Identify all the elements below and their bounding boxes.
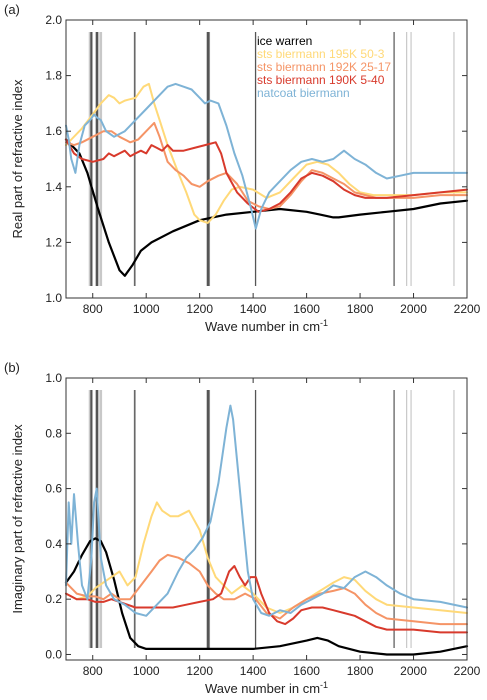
- y-axis-label: Imaginary part of refractive index: [10, 424, 25, 614]
- x-tick-label: 1200: [186, 664, 213, 678]
- absorption-band: [410, 390, 412, 648]
- plot-frame: [65, 19, 468, 299]
- absorption-band: [206, 32, 210, 286]
- absorption-band: [255, 390, 257, 648]
- x-tick-label: 2000: [400, 664, 427, 678]
- series-line-sts-biermann-195k-50-3: [65, 501, 468, 614]
- x-axis-label: Wave number in cm-1: [205, 318, 328, 334]
- x-tick-label: 1600: [293, 302, 320, 316]
- x-tick-label: 800: [83, 302, 103, 316]
- y-tick-label: 1.2: [45, 235, 62, 249]
- y-tick-label: 0.6: [45, 482, 62, 496]
- absorption-band: [393, 390, 395, 648]
- absorption-band: [255, 32, 257, 286]
- y-tick-label: 0.2: [45, 592, 62, 606]
- y-axis-label: Real part of refractive index: [10, 79, 25, 238]
- y-tick-label: 0.0: [45, 647, 62, 661]
- y-tick-label: 1.0: [45, 371, 62, 385]
- series-line-sts-biermann-195k-50-3: [65, 82, 468, 224]
- absorption-band: [134, 390, 136, 648]
- absorption-band: [206, 390, 210, 648]
- x-tick-label: 1000: [133, 664, 160, 678]
- absorption-band: [134, 32, 136, 286]
- absorption-band: [90, 390, 93, 648]
- x-axis-label: Wave number in cm-1: [205, 680, 328, 696]
- absorption-band: [95, 32, 99, 286]
- series-line-sts-biermann-192k-25-17: [65, 121, 468, 210]
- absorption-band: [453, 32, 455, 286]
- series-line-natcoat-biermann: [65, 404, 468, 617]
- absorption-band: [393, 32, 395, 286]
- absorption-band: [453, 390, 455, 648]
- series-line-sts-biermann-192k-25-17: [65, 553, 468, 626]
- y-tick-label: 0.8: [45, 426, 62, 440]
- absorption-band: [410, 32, 412, 286]
- x-tick-label: 1400: [240, 664, 267, 678]
- panel-label: (b): [4, 360, 20, 375]
- y-tick-label: 1.6: [45, 124, 62, 138]
- series-line-natcoat-biermann: [65, 82, 468, 230]
- y-tick-label: 1.4: [45, 180, 62, 194]
- x-tick-label: 1800: [347, 302, 374, 316]
- absorption-band: [406, 390, 408, 648]
- legend-entry: ice warren: [257, 34, 312, 48]
- y-tick-label: 1.0: [45, 291, 62, 305]
- absorption-band: [99, 390, 103, 648]
- legend-entry: natcoat biermann: [257, 86, 350, 100]
- panel-label: (a): [4, 2, 20, 17]
- y-tick-label: 1.8: [45, 69, 62, 83]
- y-tick-label: 2.0: [45, 13, 62, 27]
- legend-entry: sts biermann 190K 5-40: [257, 73, 385, 87]
- x-tick-label: 1800: [347, 664, 374, 678]
- x-tick-label: 2200: [454, 664, 481, 678]
- x-tick-label: 1600: [293, 664, 320, 678]
- x-tick-label: 1000: [133, 302, 160, 316]
- x-tick-label: 1400: [240, 302, 267, 316]
- absorption-band: [90, 32, 93, 286]
- legend-entry: sts biermann 192K 25-17: [257, 60, 391, 74]
- chart-panel-b: 800 1000 1200 1400 1600 1800 2000 2200 0.0 0.2 0.4…: [4, 360, 481, 696]
- x-tick-label: 2200: [454, 302, 481, 316]
- x-tick-label: 2000: [400, 302, 427, 316]
- series-line-ice-warren: [64, 537, 469, 656]
- absorption-band: [95, 390, 99, 648]
- absorption-band: [406, 32, 408, 286]
- chart-panel-a: 800 1000 1200 1400 1600 1800 2000 2200 1.0 1.2 1.4…: [4, 2, 481, 334]
- x-tick-label: 800: [83, 664, 103, 678]
- x-tick-label: 1200: [186, 302, 213, 316]
- legend-entry: sts biermann 195K 50-3: [257, 47, 385, 61]
- series-line-sts-biermann-190k-5-40: [65, 138, 468, 213]
- plot-frame: [65, 377, 468, 661]
- y-tick-label: 0.4: [45, 537, 62, 551]
